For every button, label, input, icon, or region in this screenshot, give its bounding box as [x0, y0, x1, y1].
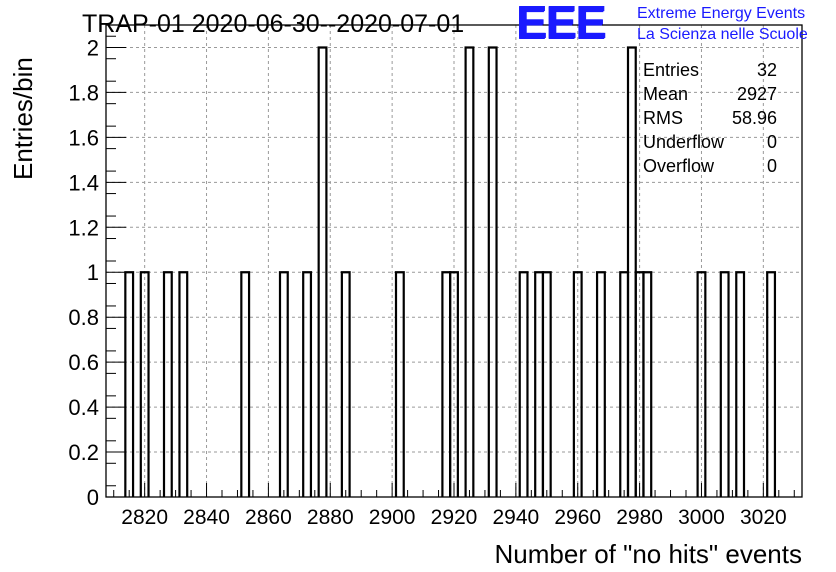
stat-value: 0 [766, 132, 777, 152]
stat-row-entries: Entries 32 [641, 60, 781, 84]
y-tick-label: 1.4 [68, 170, 99, 195]
y-tick-label: 0.6 [68, 350, 99, 375]
x-tick-label: 3000 [678, 506, 725, 529]
y-tick-label: 0.4 [68, 395, 99, 420]
histogram-bin [572, 271, 583, 497]
x-tick-label: 2960 [554, 506, 601, 529]
histogram-bin [441, 271, 452, 497]
y-tick-label: 0 [87, 485, 99, 510]
stat-row-overflow: Overflow 0 [641, 156, 781, 180]
x-axis-ticks: 2820 2840 2860 2880 2900 2920 2940 2960 2980 3000… [113, 483, 795, 529]
eee-logo-mark: EEE [516, 0, 606, 48]
y-tick-label: 0.8 [68, 305, 99, 330]
histogram-bin [766, 271, 777, 497]
histogram-bin [139, 271, 150, 497]
y-tick-label: 0.2 [68, 440, 99, 465]
x-tick-label: 2840 [183, 506, 230, 529]
histogram-bin [487, 46, 498, 497]
x-axis-label: Number of "no hits" events [495, 539, 803, 569]
histogram-bin [449, 271, 459, 497]
histogram-bin [240, 271, 251, 497]
histogram-bin [642, 271, 653, 497]
histogram-bin [162, 271, 173, 497]
stat-label: Mean [643, 84, 689, 104]
histogram-bin [464, 46, 475, 497]
stat-label: Overflow [643, 156, 715, 176]
histogram-bin [340, 271, 351, 497]
x-tick-label: 2900 [369, 506, 416, 529]
y-tick-label: 2 [87, 35, 99, 60]
logo-line-2: La Scienza nelle Scuole [637, 26, 808, 43]
stat-value: 32 [756, 60, 777, 80]
stat-label: Underflow [643, 132, 725, 152]
histogram-bin [719, 271, 730, 497]
histogram-bin [619, 271, 630, 497]
histogram-bin [124, 271, 135, 497]
y-tick-label: 1 [87, 260, 99, 285]
x-tick-label: 2880 [307, 506, 354, 529]
x-tick-label: 2920 [431, 506, 478, 529]
histogram-bin [595, 271, 606, 497]
stat-label: Entries [643, 60, 700, 80]
stat-row-rms: RMS 58.96 [641, 108, 781, 132]
y-axis-label: Entries/bin [8, 57, 38, 180]
x-tick-label: 2860 [245, 506, 292, 529]
logo-line-1: Extreme Energy Events [637, 5, 806, 22]
histogram-bin [278, 271, 289, 497]
stat-value: 58.96 [731, 108, 777, 128]
histogram-bin [534, 271, 545, 497]
x-tick-label: 2940 [493, 506, 540, 529]
histogram-bin [394, 271, 405, 497]
grid-lines [106, 25, 802, 497]
histogram-bin [735, 271, 746, 497]
y-tick-label: 1.8 [68, 80, 99, 105]
stat-label: RMS [643, 108, 683, 128]
histogram-bin [696, 271, 707, 497]
stats-box: Entries 32 Mean 2927 RMS 58.96 Underflow… [641, 60, 781, 180]
histogram-bin [541, 271, 552, 497]
x-tick-label: 3020 [740, 506, 787, 529]
x-tick-label: 2820 [121, 506, 168, 529]
histogram-bin [302, 271, 313, 497]
histogram-bin [317, 46, 328, 497]
eee-logo: EEE Extreme Energy Events La Scienza nel… [516, 0, 834, 48]
y-axis-ticks: 0 0.2 0.4 0.6 0.8 1 1.2 1.4 1.6 1.8 2 [68, 35, 126, 510]
y-tick-label: 1.2 [68, 215, 99, 240]
y-tick-label: 1.6 [68, 125, 99, 150]
chart-title: TRAP-01 2020-06-30--2020-07-01 [82, 10, 465, 38]
stat-value: 2927 [736, 84, 777, 104]
histogram-bin [178, 271, 189, 497]
stat-row-underflow: Underflow 0 [641, 132, 781, 156]
stat-row-mean: Mean 2927 [641, 84, 781, 108]
histogram-bin [518, 271, 529, 497]
x-tick-label: 2980 [616, 506, 663, 529]
histogram-bars [124, 46, 777, 497]
stat-value: 0 [766, 156, 777, 176]
